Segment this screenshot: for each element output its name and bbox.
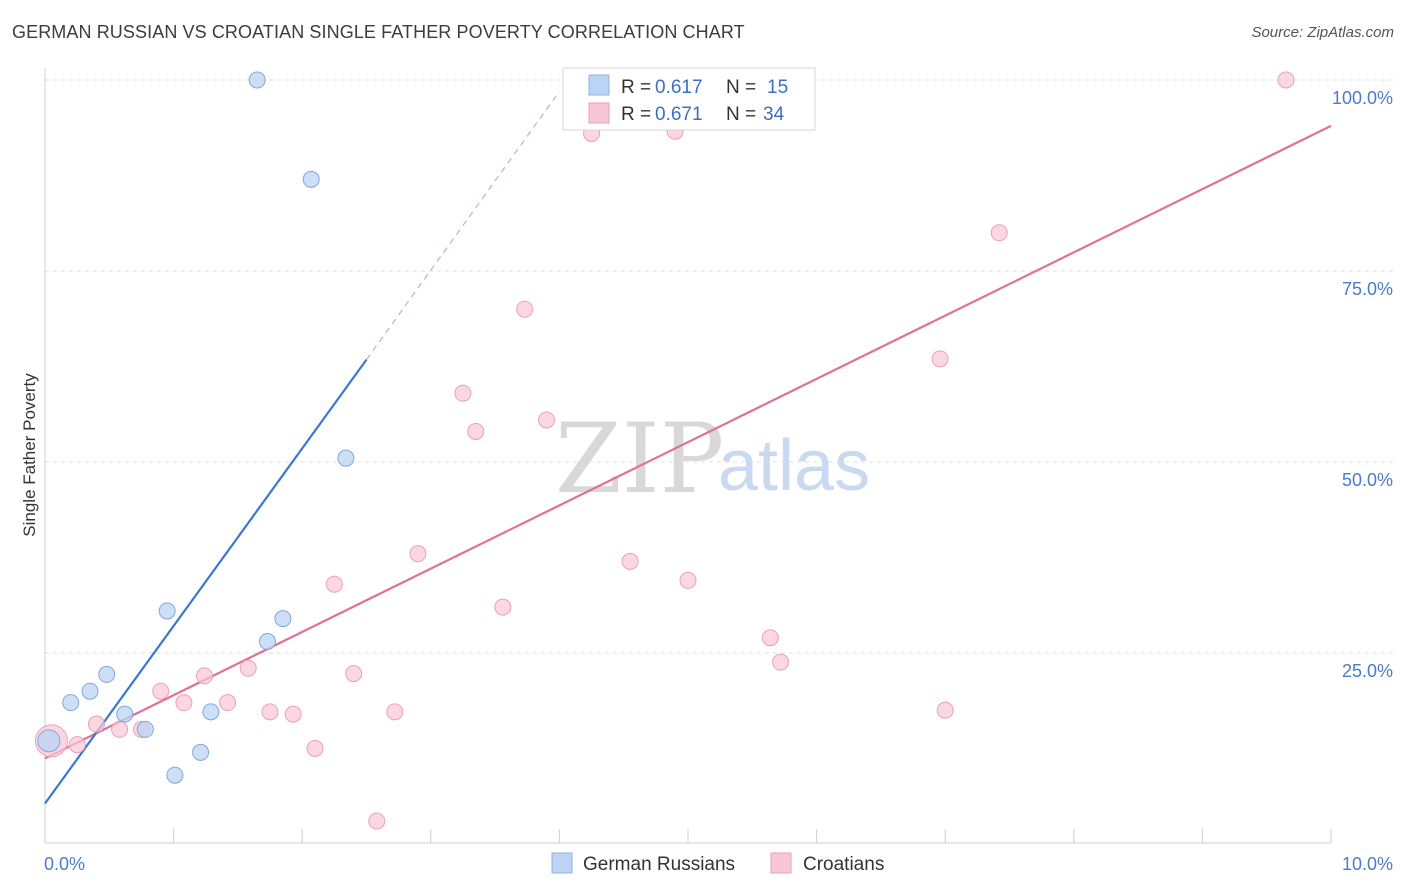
bottom-legend-swatch-blue — [551, 852, 573, 874]
croatians-point — [284, 705, 302, 723]
y-axis-label: Single Father Poverty — [20, 373, 39, 537]
croatians-point — [195, 667, 213, 685]
watermark-atlas: atlas — [718, 426, 870, 506]
legend-r-label-1: R = — [621, 77, 656, 98]
watermark: ZIP atlas — [555, 403, 870, 515]
watermark-zip: ZIP — [555, 403, 724, 515]
croatians-point — [152, 682, 170, 700]
croatians-point — [516, 300, 534, 318]
croatians-point — [538, 411, 556, 429]
y-tick-label-75: 75.0% — [1342, 279, 1393, 299]
bottom-legend-label-croatians: Croatians — [803, 854, 884, 875]
bottom-legend-swatch-pink — [770, 852, 792, 874]
legend-swatch-pink — [588, 102, 610, 124]
x-tick-label-min: 0.0% — [44, 854, 85, 874]
croatians-point — [621, 552, 639, 570]
croatians-point — [68, 736, 86, 754]
bottom-legend: German Russians Croatians — [551, 852, 884, 875]
german-russians-points — [37, 71, 355, 784]
legend-n-label-2: N = — [726, 104, 761, 125]
german-russians-point — [202, 703, 220, 721]
german-russians-point — [158, 602, 176, 620]
legend-r-label-2: R = — [621, 104, 656, 125]
german-russians-point — [116, 705, 134, 723]
german-russians-trend-extension — [366, 91, 560, 360]
chart-title: GERMAN RUSSIAN VS CROATIAN SINGLE FATHER… — [12, 22, 745, 42]
german-russians-point — [302, 170, 320, 188]
croatians-point — [679, 571, 697, 589]
croatians-point — [261, 703, 279, 721]
croatians-point — [175, 694, 193, 712]
croatians-point — [219, 694, 237, 712]
grid — [45, 79, 1393, 654]
legend-n-value-1: 15 — [767, 77, 788, 98]
german-russians-point — [81, 682, 99, 700]
croatians-point — [386, 703, 404, 721]
croatians-point — [368, 812, 386, 830]
chart-source: Source: ZipAtlas.com — [1251, 24, 1394, 41]
croatians-point — [761, 629, 779, 647]
german-russians-point — [62, 694, 80, 712]
x-ticks — [44, 829, 1332, 843]
croatians-point — [325, 575, 343, 593]
croatians-point — [306, 740, 324, 757]
legend-swatch-blue — [588, 74, 610, 96]
croatians-point — [454, 384, 472, 402]
croatians-point — [1277, 71, 1295, 89]
croatians-point — [345, 665, 363, 683]
bottom-legend-label-german-russians: German Russians — [583, 854, 735, 875]
legend-n-label-1: N = — [726, 77, 761, 98]
croatians-point — [467, 422, 485, 440]
german-russians-trend-line — [44, 358, 368, 805]
croatians-point — [111, 720, 129, 738]
german-russians-point — [166, 766, 184, 784]
croatians-point — [87, 715, 105, 733]
croatians-point — [772, 653, 790, 671]
y-tick-label-100: 100.0% — [1332, 88, 1393, 108]
croatians-point — [931, 350, 949, 368]
legend-r-value-2: 0.671 — [655, 104, 703, 125]
legend-r-value-1: 0.617 — [655, 77, 703, 98]
german-russians-point — [274, 610, 292, 628]
legend: R = 0.617 N = 15 R = 0.671 N = 34 — [562, 67, 816, 131]
y-tick-label-25: 25.0% — [1342, 661, 1393, 681]
x-tick-label-max: 10.0% — [1342, 854, 1393, 874]
croatians-point — [494, 598, 512, 616]
german-russians-point — [136, 720, 154, 738]
y-tick-label-50: 50.0% — [1342, 470, 1393, 490]
legend-n-value-2: 34 — [763, 104, 785, 125]
german-russians-point — [98, 665, 116, 683]
croatians-point — [239, 659, 257, 677]
german-russians-point — [192, 743, 210, 761]
croatians-point — [936, 701, 954, 719]
croatians-trend-line — [44, 124, 1332, 760]
german-russians-point — [258, 633, 276, 651]
german-russians-point — [337, 449, 355, 467]
y-tick-labels: 25.0% 50.0% 75.0% 100.0% — [1332, 88, 1393, 681]
croatians-point — [990, 224, 1008, 242]
german-russians-point — [248, 71, 266, 89]
croatians-point — [409, 545, 427, 563]
german-russians-point — [37, 729, 61, 753]
